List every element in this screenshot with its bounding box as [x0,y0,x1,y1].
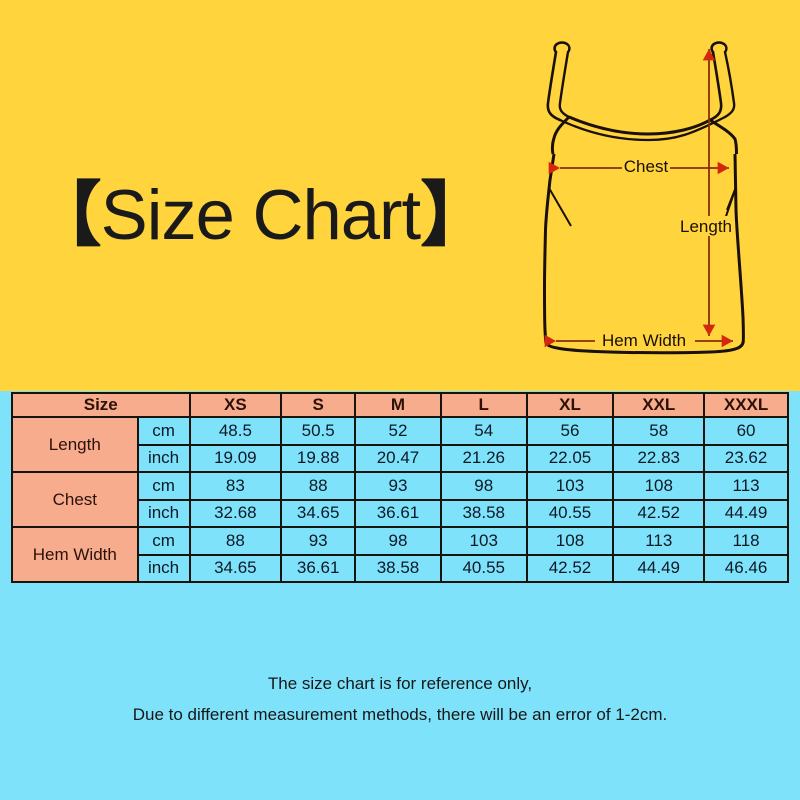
svg-text:Chest: Chest [624,157,669,176]
svg-text:Hem Width: Hem Width [602,331,686,350]
svg-text:Length: Length [680,217,732,236]
